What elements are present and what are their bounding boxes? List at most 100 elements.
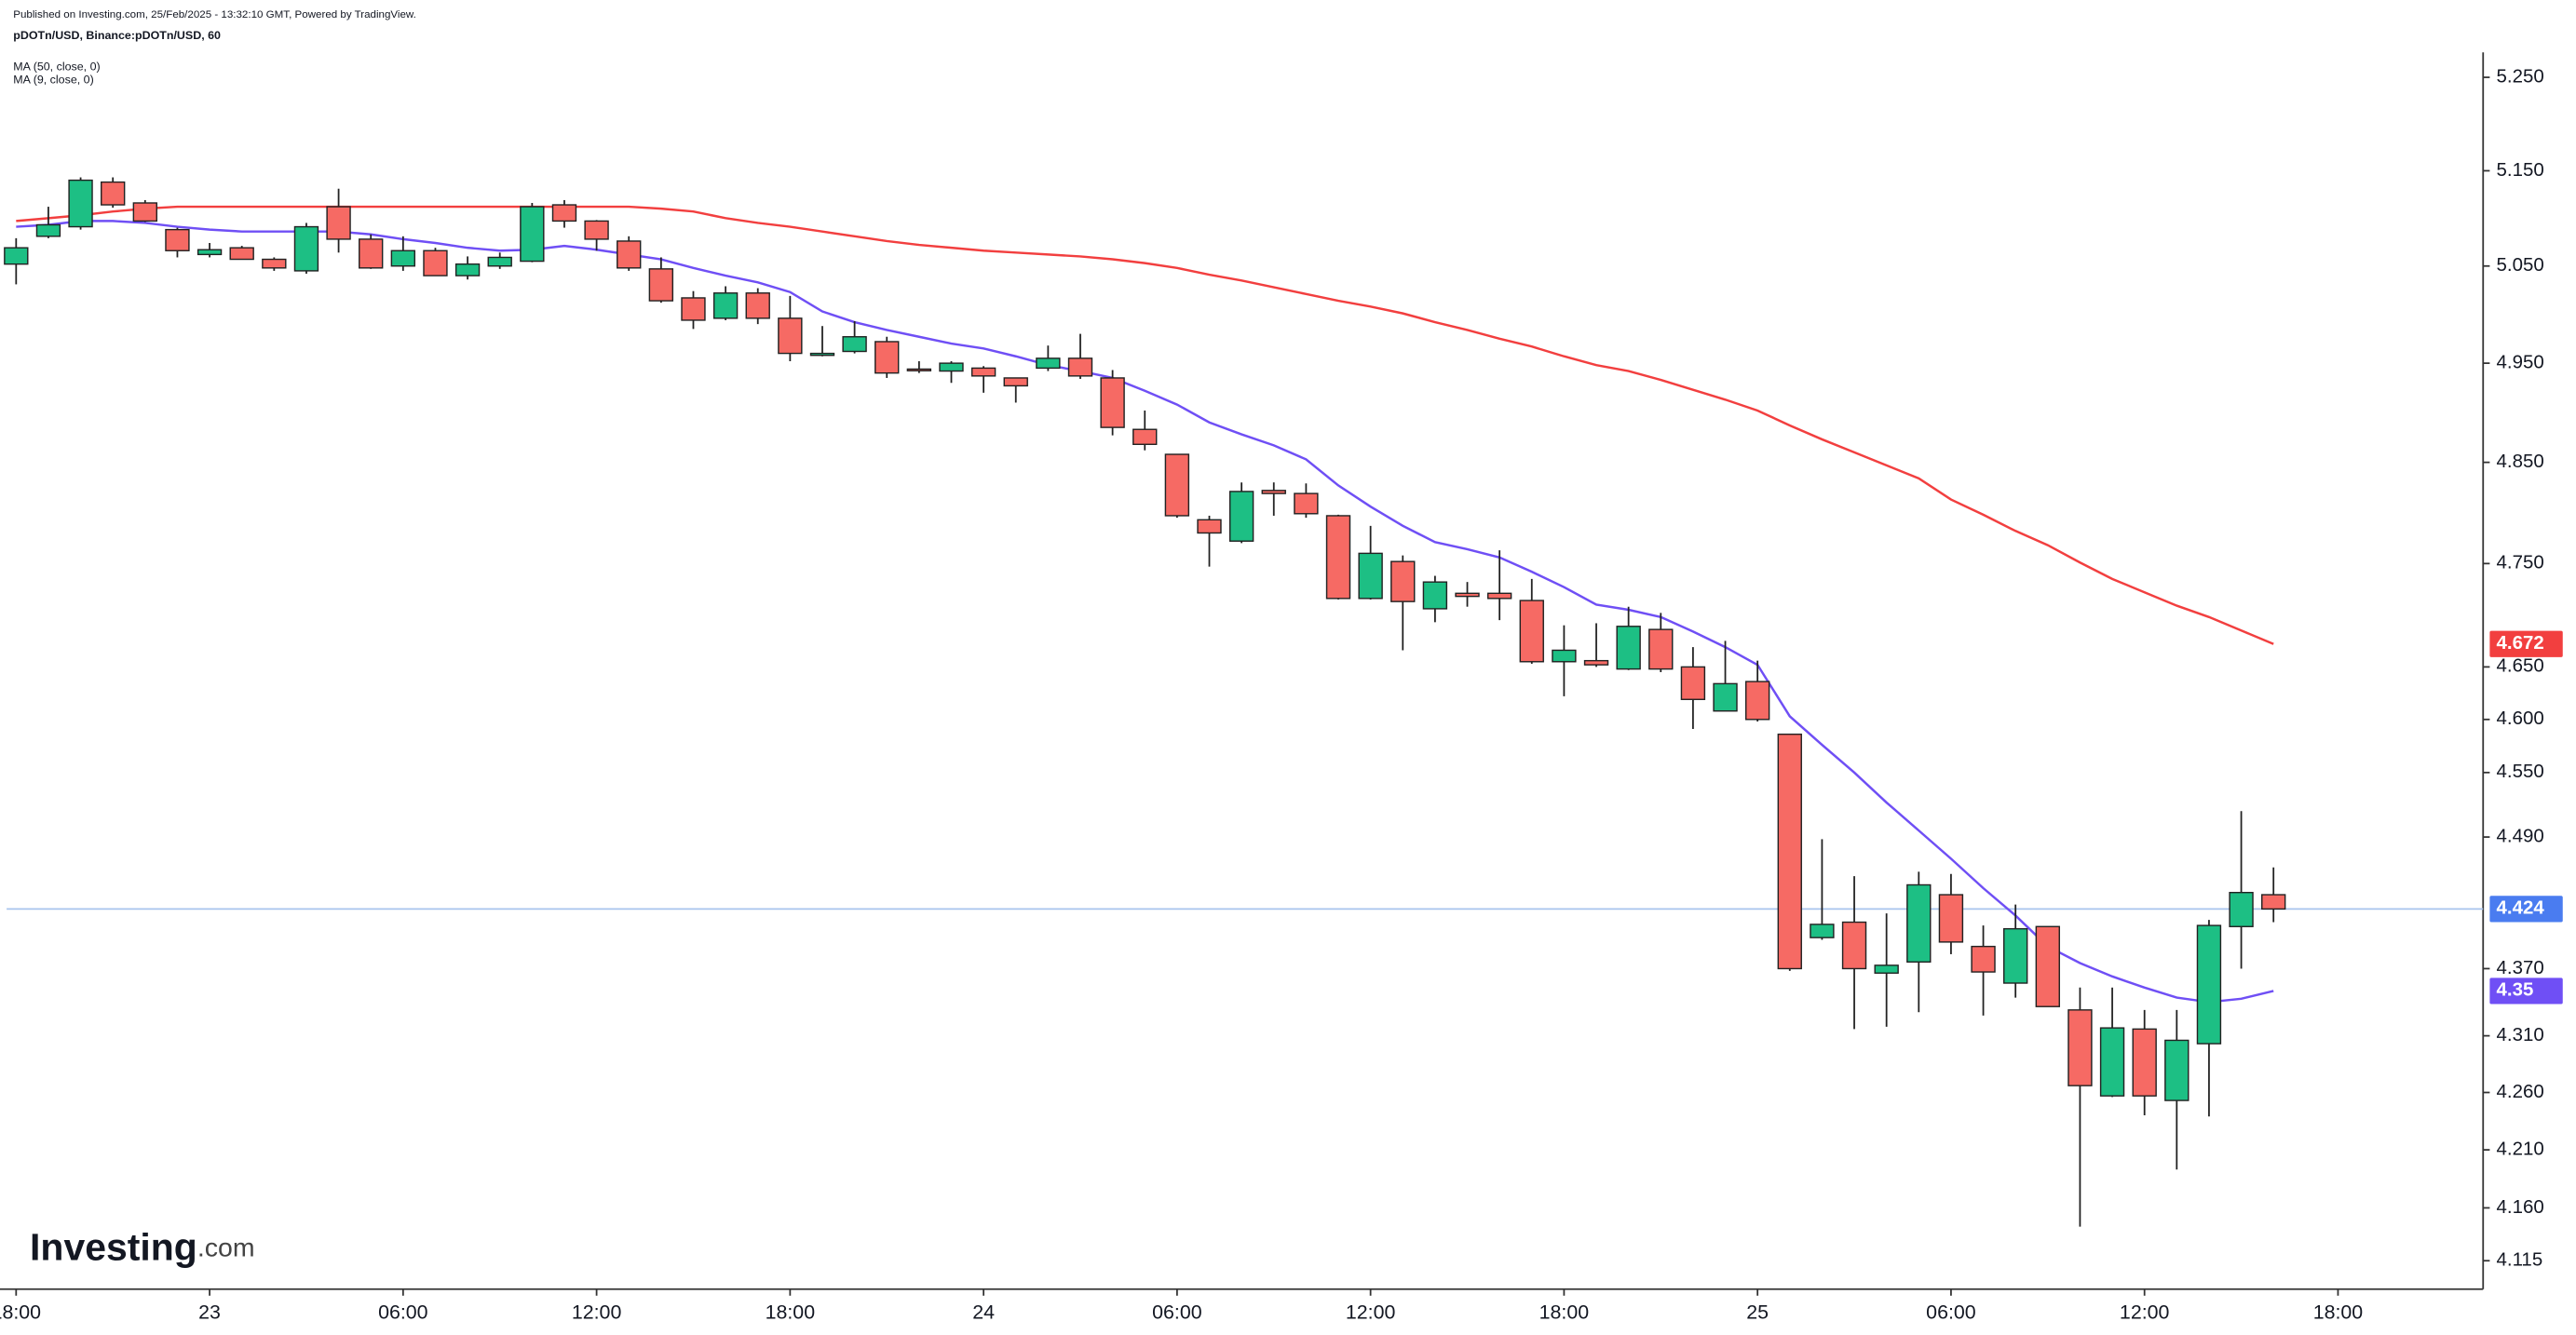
candle-body [35,223,61,237]
candle-body [874,341,900,374]
candle-body [423,249,448,276]
candle-body [1294,492,1319,515]
candle-body [487,256,512,267]
candle-body [745,292,770,319]
y-tick-label: 4.750 [2497,553,2544,573]
candle-body [326,206,351,240]
candle-body [1874,964,1899,974]
candle-body [681,297,706,321]
y-tick-label: 4.850 [2497,452,2544,472]
ma-line [16,220,2274,1004]
x-tick-label: 24 [972,1301,995,1324]
candle-body [584,220,609,240]
candle-body [1358,552,1383,600]
candle-body [2002,927,2028,984]
candle-body [2099,1027,2125,1097]
price-tag [2489,630,2563,657]
price-tag-label: 4.672 [2497,633,2544,654]
y-tick-label: 4.160 [2497,1197,2544,1218]
candle-body [293,225,319,272]
candle-body [1197,519,1222,534]
ma-line [16,205,2274,645]
y-tick-label: 5.150 [2497,160,2544,181]
candle-body [2261,894,2286,910]
candle-body [809,352,835,357]
legend-entry: MA (50, close, 0) [13,60,100,73]
candle-body [1971,945,1996,973]
candle-body [1067,357,1093,377]
published-note: Published on Investing.com, 25/Feb/2025 … [13,9,416,20]
x-tick-label: 23 [198,1301,221,1324]
candle-body [970,367,997,377]
x-tick-label: 12:00 [1346,1301,1395,1324]
x-tick-label: 18:00 [1539,1301,1589,1324]
x-tick-label: 18:00 [2313,1301,2363,1324]
candle-body [4,247,29,265]
x-tick-label: 06:00 [378,1301,427,1324]
candle-body [165,228,190,251]
logo: Investing.com [30,1225,255,1268]
candle-body [1325,515,1351,600]
y-tick-label: 4.115 [2497,1250,2543,1271]
candle-body [359,238,384,269]
candle-body [197,249,223,256]
candle-body [1132,428,1158,445]
y-tick-label: 4.550 [2497,762,2544,782]
candle-body [454,263,481,276]
x-tick-label: 06:00 [1926,1301,1975,1324]
candle-body [778,317,803,355]
candle-body [1003,377,1028,387]
candle-body [68,179,93,228]
y-tick-label: 4.490 [2497,827,2544,847]
candle-body [648,268,674,302]
x-tick-label: 18:00 [0,1301,41,1324]
candle-body [101,181,126,206]
candle-body [262,258,287,269]
candle-body [2035,925,2060,1007]
y-tick-label: 4.950 [2497,353,2544,373]
candle-body [1422,581,1448,610]
candle-body [1100,377,1125,428]
logo-suffix: .com [197,1234,255,1263]
candle-body [1164,453,1190,517]
candle-body [1552,649,1577,663]
y-tick-label: 4.370 [2497,958,2544,978]
candle-body [1938,894,1964,943]
candle-body [939,362,964,372]
candle-body [1841,921,1867,970]
candle-body [1713,682,1738,712]
candle-body [1680,666,1706,700]
x-tick-label: 12:00 [572,1301,621,1324]
price-tag-label: 4.35 [2497,980,2534,1001]
candle-body [2229,892,2254,927]
y-tick-label: 4.210 [2497,1139,2544,1160]
candle-body [1777,733,1802,970]
candle-body [1744,681,1770,721]
candle-body [390,249,416,267]
candle-body [2068,1009,2093,1086]
price-tag [2489,896,2563,923]
price-tag [2489,978,2563,1005]
candle-body [132,202,158,222]
candle-body [1583,659,1609,666]
candle-body [1261,490,1286,494]
x-tick-label: 06:00 [1152,1301,1201,1324]
logo-word: Investing [30,1225,197,1268]
candle-body [1486,592,1512,600]
candle-body [1455,592,1480,598]
price-tag-label: 4.424 [2497,898,2545,919]
candle-body [617,240,642,269]
chart-title: pDOTn/USD, Binance:pDOTn/USD, 60 [13,29,221,42]
candle-body [1810,924,1835,938]
y-tick-label: 4.260 [2497,1082,2544,1102]
candle-body [551,204,577,222]
y-tick-label: 4.600 [2497,708,2544,729]
candle-body [2164,1039,2190,1101]
y-tick-label: 5.050 [2497,255,2544,276]
candle-body [2196,924,2222,1045]
candle-body [906,368,932,371]
candle-body [229,247,254,261]
